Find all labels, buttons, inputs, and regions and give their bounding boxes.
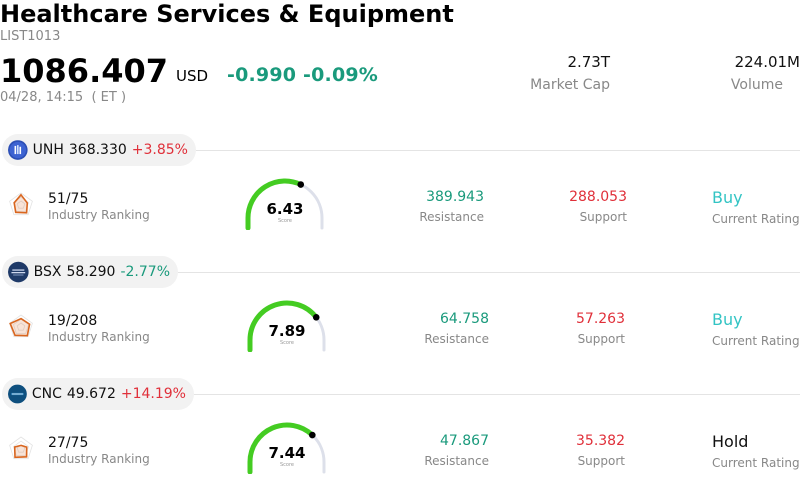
score-value: 6.43: [266, 200, 304, 218]
industry-ranking-label: Industry Ranking: [48, 452, 150, 466]
resistance-label: Resistance: [419, 210, 484, 224]
price-change: -0.990 -0.09%: [227, 64, 378, 86]
current-rating-label: Current Rating: [712, 212, 800, 226]
stock-price: 368.330: [68, 142, 127, 158]
resistance-value: 389.943: [426, 189, 484, 205]
index-code: LIST1013: [0, 29, 61, 44]
stock-pill[interactable]: UNH 368.330 +3.85%: [2, 134, 196, 166]
score-value: 7.89: [268, 322, 306, 340]
stock-change-percent: -2.77%: [120, 264, 170, 280]
stock-card: CNC 49.672 +14.19% 27/75 Industry Rankin…: [0, 378, 800, 488]
support-label: Support: [579, 210, 627, 224]
support-value: 35.382: [576, 433, 625, 449]
stock-ticker: UNH: [32, 142, 64, 158]
stock-change-percent: +3.85%: [131, 142, 188, 158]
current-rating-value[interactable]: Buy: [712, 188, 743, 207]
score-gauge: [245, 178, 324, 230]
stock-card: BSX 58.290 -2.77% 19/208 Industry Rankin…: [0, 256, 800, 378]
stock-price: 58.290: [66, 264, 116, 280]
resistance-label: Resistance: [424, 332, 489, 346]
volume-label: Volume: [730, 77, 783, 93]
market-cap-label: Market Cap: [530, 77, 610, 93]
timestamp: 04/28, 14:15 ( ET ): [0, 90, 127, 105]
resistance-value: 64.758: [440, 311, 489, 327]
support-label: Support: [577, 454, 625, 468]
currency-label: USD: [176, 67, 209, 85]
score-label: Score: [279, 462, 294, 468]
bsx-logo-icon: [8, 260, 29, 284]
score-value: 7.44: [268, 444, 306, 462]
resistance-value: 47.867: [440, 433, 489, 449]
support-value: 288.053: [569, 189, 627, 205]
support-label: Support: [577, 332, 625, 346]
volume-value: 224.01M: [734, 53, 800, 71]
support-value: 57.263: [576, 311, 625, 327]
industry-ranking-value: 27/75: [48, 435, 89, 451]
resistance-label: Resistance: [424, 454, 489, 468]
industry-ranking-value: 19/208: [48, 313, 98, 329]
gauge-indicator: [312, 314, 320, 321]
current-rating-label: Current Rating: [712, 456, 800, 470]
industry-ranking-value: 51/75: [48, 191, 89, 207]
industry-ranking-label: Industry Ranking: [48, 330, 150, 344]
gauge-fill: [245, 178, 304, 230]
stock-card: UNH 368.330 +3.85% 51/75 Industry Rankin…: [0, 134, 800, 256]
industry-ranking-label: Industry Ranking: [48, 208, 150, 222]
unh-logo-icon: [8, 138, 28, 162]
score-label: Score: [279, 340, 294, 346]
stock-change-percent: +14.19%: [120, 386, 186, 402]
market-cap-value: 2.73T: [567, 53, 610, 71]
page-title: Healthcare Services & Equipment: [0, 0, 454, 28]
current-rating-value[interactable]: Hold: [712, 432, 749, 451]
change-value: -0.990: [227, 64, 297, 86]
gauge-fill: [247, 300, 319, 352]
score-gauge: [247, 300, 326, 352]
section-divider: [178, 272, 800, 273]
gauge-indicator: [297, 181, 305, 188]
cnc-logo-icon: [8, 382, 27, 406]
score-gauge: [247, 422, 326, 474]
change-percent: -0.09%: [303, 64, 379, 86]
current-rating-value[interactable]: Buy: [712, 310, 743, 329]
gauge-indicator: [309, 431, 316, 439]
section-divider: [194, 394, 800, 395]
index-price: 1086.407: [0, 52, 169, 90]
current-rating-label: Current Rating: [712, 334, 800, 348]
gauge-fill: [247, 422, 315, 474]
radar-chart-icon: [9, 436, 33, 460]
stock-price: 49.672: [66, 386, 116, 402]
stock-ticker: CNC: [31, 386, 62, 402]
stock-ticker: BSX: [33, 264, 62, 280]
stock-pill[interactable]: CNC 49.672 +14.19%: [2, 378, 194, 410]
section-divider: [196, 150, 800, 151]
radar-chart-icon: [9, 192, 33, 216]
score-label: Score: [277, 218, 292, 224]
radar-chart-icon: [9, 314, 33, 338]
stock-pill[interactable]: BSX 58.290 -2.77%: [2, 256, 178, 288]
